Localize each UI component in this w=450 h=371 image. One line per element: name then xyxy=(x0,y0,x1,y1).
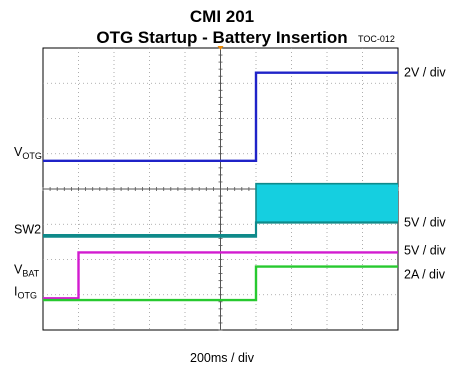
scale-label-iotg: 2A / div xyxy=(404,268,446,282)
scale-label-sw2: 5V / div xyxy=(404,215,446,229)
channel-label-votg-main: V xyxy=(14,145,23,159)
channel-label-vbat: VBAT xyxy=(14,263,40,279)
scale-label-votg: 2V / div xyxy=(404,66,446,80)
channel-label-vbat-main: V xyxy=(14,263,23,277)
trigger-marker xyxy=(217,46,224,50)
figure-id: TOC-012 xyxy=(358,34,395,44)
channel-label-iotg: IOTG xyxy=(14,284,37,300)
chart-subtitle: OTG Startup - Battery Insertion xyxy=(96,28,347,47)
series-line-vbat xyxy=(43,251,398,300)
channel-label-iotg-sub: OTG xyxy=(17,290,37,300)
chart-title: CMI 201 xyxy=(190,7,254,26)
channel-label-iotg-main: I xyxy=(14,284,17,298)
channel-label-votg-sub: OTG xyxy=(22,151,42,161)
scale-label-vbat: 5V / div xyxy=(404,243,446,257)
channel-label-sw2: SW2 xyxy=(14,223,41,237)
series-band-sw2 xyxy=(43,183,398,237)
plot-area xyxy=(42,46,399,331)
channel-label-vbat-sub: BAT xyxy=(22,269,39,279)
series-line-iotg xyxy=(43,265,398,302)
x-axis-label: 200ms / div xyxy=(190,351,255,365)
series-line-votg xyxy=(43,71,398,162)
channel-label-votg: VOTG xyxy=(14,145,42,161)
channel-label-sw2-main: SW2 xyxy=(14,223,41,237)
series-line-sw2-top xyxy=(43,182,398,236)
